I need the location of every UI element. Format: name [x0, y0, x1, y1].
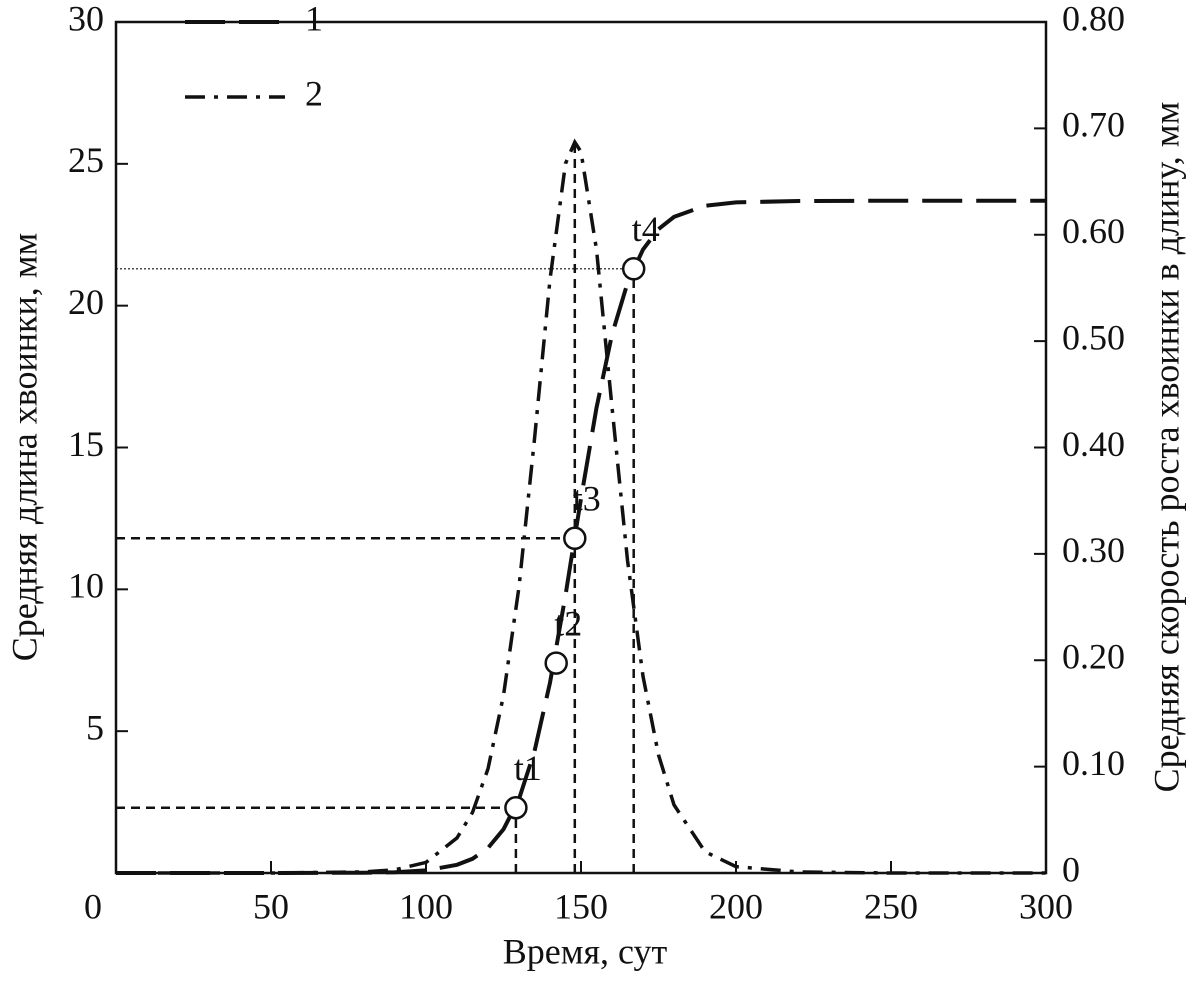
point-marker	[544, 651, 568, 675]
point-label: t2	[554, 603, 582, 643]
x-axis-title: Время, сут	[503, 931, 668, 971]
y-axis-title: Средняя длина хвоинки, мм	[4, 233, 44, 662]
series-line	[116, 198, 1046, 875]
x-tick-label: 250	[864, 886, 918, 926]
x-tick-label: 50	[253, 886, 289, 926]
y2-tick-label: 0.30	[1062, 530, 1125, 570]
y-tick-label: 15	[68, 424, 104, 464]
y2-tick-label: 0.80	[1062, 0, 1125, 38]
point-marker	[563, 526, 587, 551]
point-marker	[621, 257, 646, 281]
legend-label: 1	[305, 0, 323, 38]
y-tick-label: 20	[68, 282, 104, 322]
x-tick-label: 0	[84, 886, 102, 926]
x-tick-label: 100	[399, 886, 453, 926]
y2-tick-label: 0	[1062, 849, 1080, 889]
y-tick-label: 10	[68, 566, 104, 606]
series-line	[116, 138, 1046, 875]
x-tick-label: 150	[554, 886, 608, 926]
y2-tick-label: 0.20	[1062, 637, 1125, 677]
point-marker	[504, 796, 528, 820]
y2-axis-title: Средняя скорость роста хвоинки в длину, …	[1146, 102, 1186, 793]
y-tick-label: 25	[68, 140, 104, 180]
point-label: t1	[514, 748, 542, 788]
y2-tick-label: 0.60	[1062, 211, 1125, 251]
plot-frame	[114, 20, 1048, 875]
point-label: t3	[573, 479, 601, 519]
y-tick-label: 5	[86, 707, 104, 747]
y-tick-label: 30	[68, 0, 104, 38]
y2-tick-label: 0.40	[1062, 424, 1125, 464]
y2-tick-label: 0.70	[1062, 105, 1125, 145]
y2-tick-label: 0.10	[1062, 743, 1125, 783]
legend-label: 2	[305, 73, 323, 113]
x-tick-label: 300	[1019, 886, 1073, 926]
point-label: t4	[632, 209, 660, 249]
y2-tick-label: 0.50	[1062, 317, 1125, 357]
x-tick-label: 200	[709, 886, 763, 926]
